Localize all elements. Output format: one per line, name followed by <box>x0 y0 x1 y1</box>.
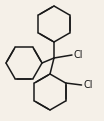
Text: Cl: Cl <box>74 50 84 60</box>
Text: Cl: Cl <box>84 80 93 90</box>
